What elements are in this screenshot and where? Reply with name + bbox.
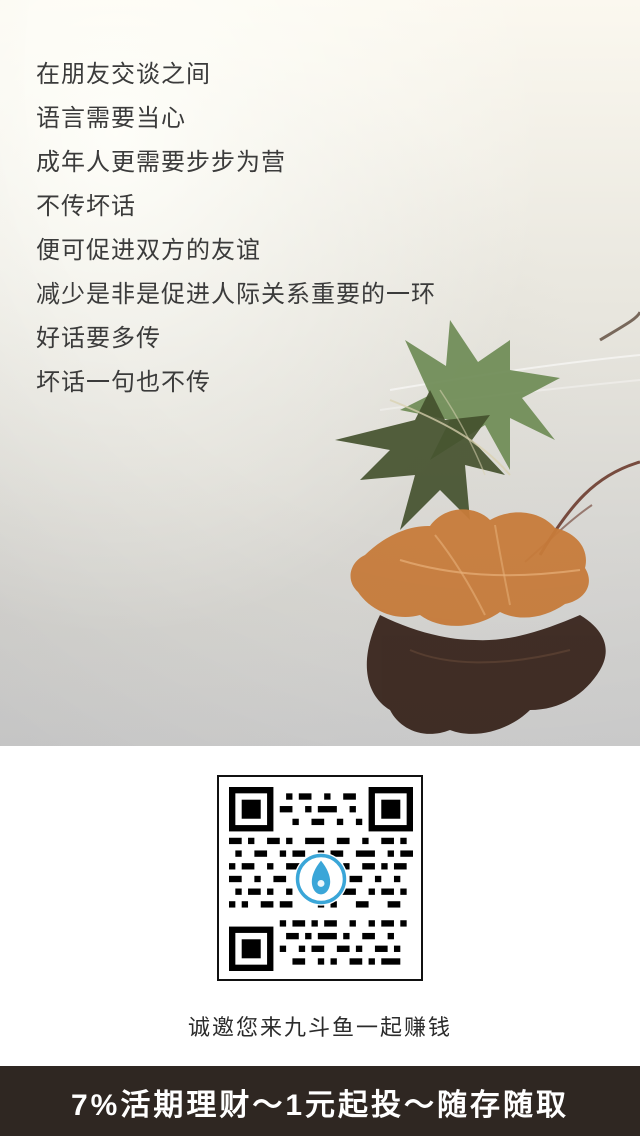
orange-maple-leaf: [350, 509, 589, 626]
poem-line-8: 坏话一句也不传: [36, 368, 211, 396]
poem-line-1: 在朋友交谈之间: [36, 60, 211, 88]
footer-banner: 7%活期理财～1元起投～随存随取: [0, 1066, 640, 1136]
poem-line-2: 语言需要当心: [36, 104, 186, 132]
hero-image: 在朋友交谈之间 语言需要当心 成年人更需要步步为营 不传坏话 便可促进双方的友谊…: [0, 0, 640, 746]
poem-line-6: 减少是非是促进人际关系重要的一环: [36, 280, 436, 308]
poem-line-3: 成年人更需要步步为营: [36, 148, 286, 176]
droplet-logo-icon: [311, 860, 331, 895]
poem: 在朋友交谈之间 语言需要当心 成年人更需要步步为营 不传坏话 便可促进双方的友谊…: [36, 52, 436, 404]
poem-line-7: 好话要多传: [36, 324, 161, 352]
invite-text: 诚邀您来九斗鱼一起赚钱: [187, 1016, 452, 1041]
qr-code[interactable]: [217, 775, 423, 981]
footer-text: 7%活期理财～1元起投～随存随取: [70, 1089, 570, 1122]
qr-center-logo: [294, 852, 348, 906]
leaf-reflection: [366, 615, 606, 734]
poem-line-5: 便可促进双方的友谊: [36, 236, 261, 264]
poem-line-4: 不传坏话: [36, 192, 136, 220]
green-maple-leaf: [335, 320, 560, 530]
maple-leaves-illustration: [335, 311, 640, 734]
qr-code-image: [229, 787, 413, 971]
